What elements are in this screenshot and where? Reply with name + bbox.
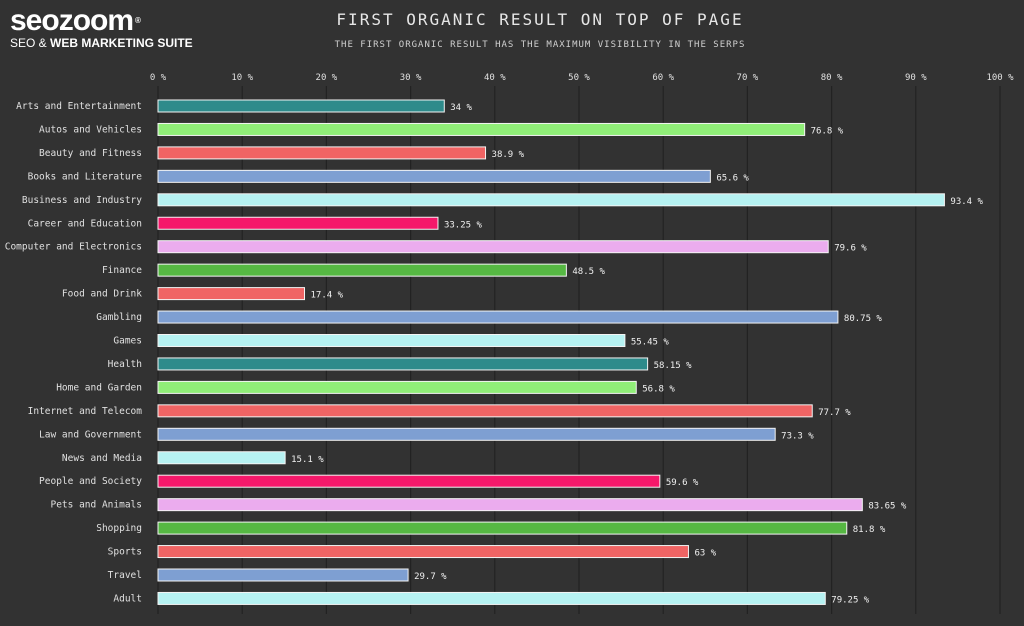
value-label: 38.9 % xyxy=(492,150,525,160)
category-label: Books and Literature xyxy=(28,171,143,182)
bar xyxy=(157,240,829,254)
x-tick-label: 0 % xyxy=(150,73,167,83)
chart-title: FIRST ORGANIC RESULT ON TOP OF PAGE xyxy=(336,10,744,29)
bar xyxy=(157,334,626,347)
value-label: 77.7 % xyxy=(818,408,851,418)
value-label: 80.75 % xyxy=(844,314,883,324)
category-label: Shopping xyxy=(96,523,142,534)
logo-tagline-bold: WEB MARKETING SUITE xyxy=(50,36,193,50)
bar xyxy=(157,216,439,230)
value-label: 55.45 % xyxy=(631,338,670,348)
value-label: 33.25 % xyxy=(444,220,483,230)
bar xyxy=(157,99,445,113)
category-label: Finance xyxy=(102,265,142,276)
logo-tagline-plain: SEO & xyxy=(10,36,51,50)
bar xyxy=(157,404,813,418)
value-label: 34 % xyxy=(450,103,472,113)
value-label: 81.8 % xyxy=(853,525,886,535)
bar xyxy=(157,568,409,582)
bar xyxy=(157,498,863,512)
bar xyxy=(157,380,637,394)
bar xyxy=(157,427,776,441)
value-label: 63 % xyxy=(694,549,716,559)
value-label: 15.1 % xyxy=(291,455,324,465)
value-label: 76.8 % xyxy=(811,126,844,136)
value-label: 48.5 % xyxy=(572,267,605,277)
value-label: 73.3 % xyxy=(781,431,814,441)
x-tick-label: 20 % xyxy=(316,73,338,83)
x-tick-label: 100 % xyxy=(986,73,1014,83)
bar xyxy=(157,451,286,465)
x-tick-label: 30 % xyxy=(400,73,422,83)
value-label: 93.4 % xyxy=(950,197,983,207)
value-label: 59.6 % xyxy=(666,478,699,488)
category-label: Food and Drink xyxy=(62,289,142,300)
value-label: 79.6 % xyxy=(834,244,867,254)
bar xyxy=(157,169,711,183)
category-label: Arts and Entertainment xyxy=(16,101,142,112)
chart-subtitle: THE FIRST ORGANIC RESULT HAS THE MAXIMUM… xyxy=(334,40,746,50)
category-label: Games xyxy=(113,336,142,347)
bar xyxy=(157,146,487,160)
value-label: 58.15 % xyxy=(654,361,693,371)
bar xyxy=(157,193,945,207)
bar xyxy=(157,310,839,324)
x-tick-label: 40 % xyxy=(484,73,506,83)
category-label: Business and Industry xyxy=(22,195,142,206)
seozoom-logo: seozoom ® SEO & WEB MARKETING SUITE xyxy=(10,4,210,50)
category-label: Adult xyxy=(113,593,142,604)
logo-wordmark: seozoom xyxy=(10,4,134,37)
bar xyxy=(157,263,567,277)
category-label: Sports xyxy=(108,547,142,558)
category-label: Law and Government xyxy=(39,429,142,440)
category-label: Beauty and Fitness xyxy=(39,148,142,159)
category-label: People and Society xyxy=(39,476,142,487)
value-label: 17.4 % xyxy=(311,291,344,301)
category-label: Career and Education xyxy=(28,218,142,229)
bar xyxy=(157,521,848,535)
registered-mark: ® xyxy=(135,16,141,25)
category-label: Health xyxy=(108,359,142,370)
category-label: Autos and Vehicles xyxy=(39,124,142,135)
bar xyxy=(157,357,649,371)
value-label: 56.8 % xyxy=(642,384,675,394)
x-tick-label: 60 % xyxy=(652,73,674,83)
category-label: Pets and Animals xyxy=(50,500,142,511)
x-tick-label: 70 % xyxy=(737,73,759,83)
category-label: Computer and Electronics xyxy=(5,242,142,253)
category-label: Internet and Telecom xyxy=(28,406,143,417)
bar xyxy=(157,122,806,136)
x-tick-label: 10 % xyxy=(231,73,253,83)
category-label: Home and Garden xyxy=(56,382,142,393)
bar xyxy=(157,591,826,605)
category-label: Gambling xyxy=(96,312,142,323)
x-tick-label: 50 % xyxy=(568,73,590,83)
category-label: Travel xyxy=(108,570,142,581)
value-label: 65.6 % xyxy=(716,173,749,183)
x-tick-label: 80 % xyxy=(821,73,843,83)
value-label: 83.65 % xyxy=(868,502,907,512)
bar xyxy=(157,474,661,488)
x-tick-label: 90 % xyxy=(905,73,927,83)
logo-tagline: SEO & WEB MARKETING SUITE xyxy=(10,36,210,50)
value-label: 29.7 % xyxy=(414,572,447,582)
value-label: 79.25 % xyxy=(831,595,870,605)
bar xyxy=(157,287,306,301)
category-label: News and Media xyxy=(62,453,142,464)
bar xyxy=(157,545,689,559)
